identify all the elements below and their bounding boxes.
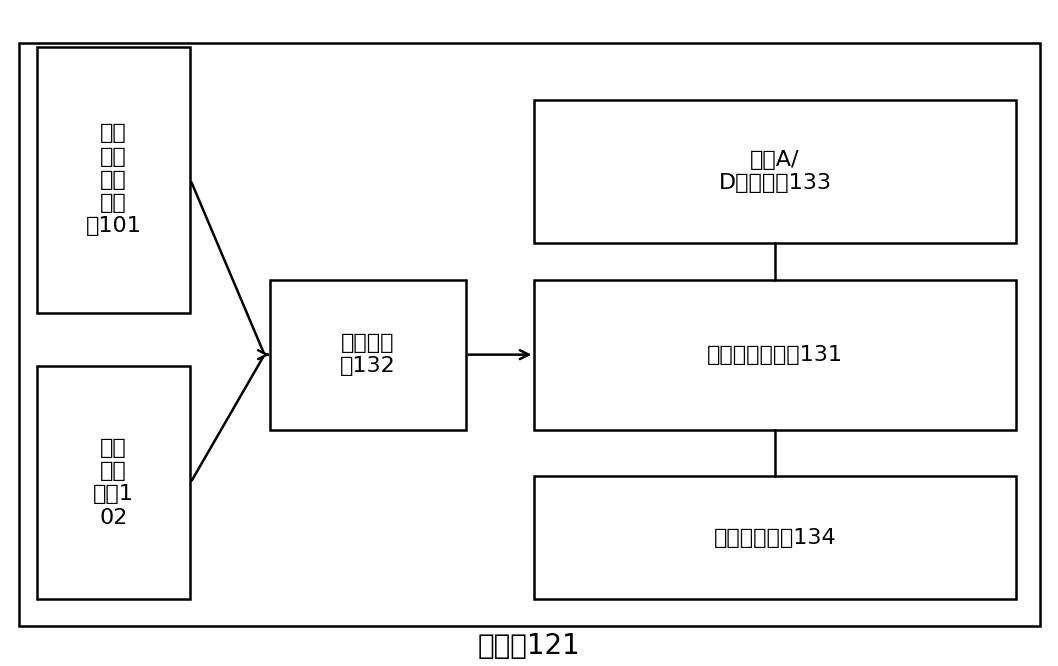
Text: 信号A/
D转换模块133: 信号A/ D转换模块133: [718, 150, 832, 193]
Bar: [534, 280, 1016, 430]
Bar: [37, 366, 190, 599]
Text: 外置控制按钮134: 外置控制按钮134: [714, 527, 836, 548]
Bar: [19, 43, 1040, 626]
Text: 中央处理器模块131: 中央处理器模块131: [707, 344, 843, 365]
Bar: [37, 47, 190, 313]
Bar: [534, 476, 1016, 599]
Text: 心音
输入
端口1
02: 心音 输入 端口1 02: [93, 438, 134, 527]
Text: 控制器121: 控制器121: [477, 632, 581, 660]
Text: 心电
多导
联输
入端
口101: 心电 多导 联输 入端 口101: [86, 123, 142, 236]
Bar: [534, 100, 1016, 243]
Bar: [270, 280, 466, 430]
Text: 预处理模
块132: 预处理模 块132: [340, 333, 396, 376]
